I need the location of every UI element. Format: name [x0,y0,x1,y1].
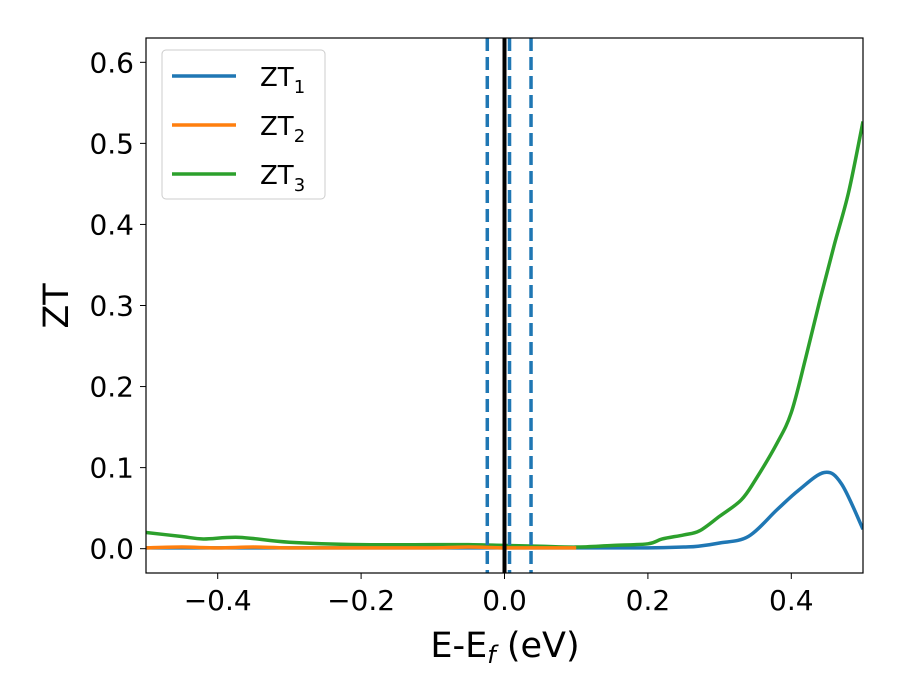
x-axis-label: E-Ef (eV) [430,626,579,669]
legend-label-main: ZT [260,112,294,142]
x-tick-label: −0.4 [184,584,252,617]
y-tick-label: 0.2 [89,371,134,404]
y-tick-label: 0.0 [89,533,134,566]
series-line-zt3 [146,121,863,549]
y-tick-label: 0.5 [89,127,134,160]
series-lines [146,121,863,550]
y-tick-label: 0.6 [89,46,134,79]
legend-frame [161,49,326,200]
y-tick-label: 0.4 [89,208,134,241]
x-tick-label: 0.0 [482,584,527,617]
x-tick-label: −0.2 [327,584,395,617]
legend-label-zt3: ZT3 [260,161,305,196]
y-tick-label: 0.1 [89,452,134,485]
x-axis: −0.4 −0.2 0.0 0.2 0.4 [184,573,814,617]
legend-label-sub: 2 [294,126,305,147]
legend-label-sub: 1 [294,77,305,98]
x-tick-label: 0.2 [626,584,671,617]
y-axis-label: ZT [37,283,77,329]
y-tick-label: 0.3 [89,290,134,323]
legend-label-sub: 3 [294,175,305,196]
series-line-zt2 [146,545,577,550]
x-tick-label: 0.4 [769,584,814,617]
legend-label-main: ZT [260,161,294,191]
y-axis: 0.0 0.1 0.2 0.3 0.4 0.5 0.6 [89,46,146,566]
legend-label-main: ZT [260,63,294,93]
reference-lines [485,38,533,573]
legend-label-zt2: ZT2 [260,112,305,147]
legend-label-zt1: ZT1 [260,63,305,98]
